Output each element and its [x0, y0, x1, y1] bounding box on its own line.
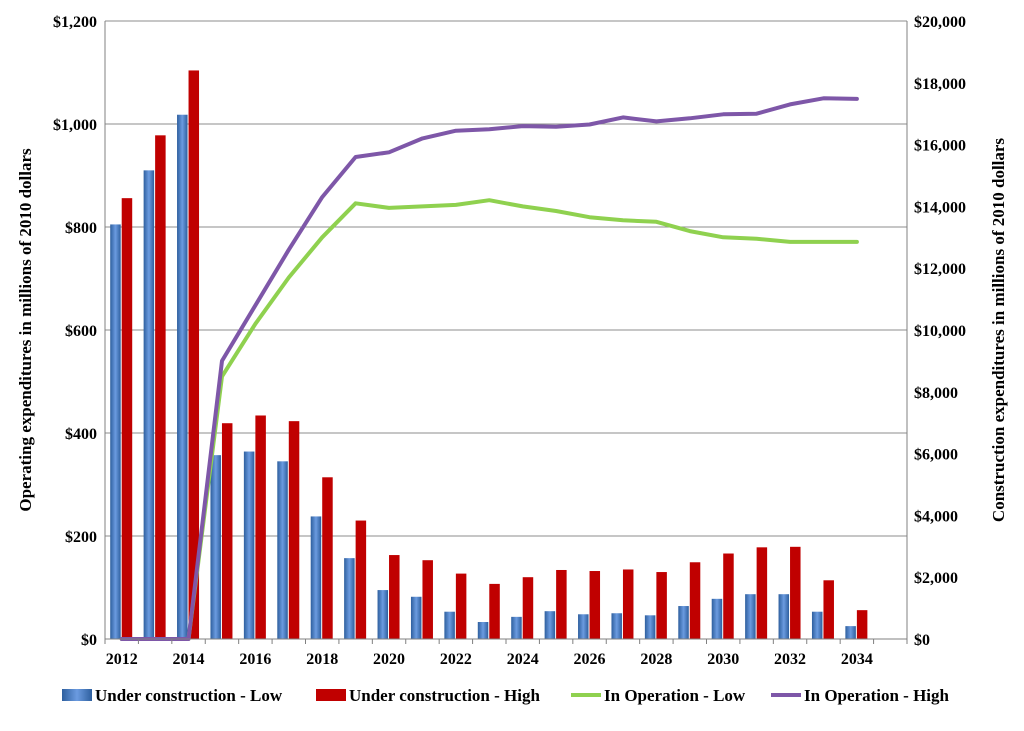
bar-under-construction-high [489, 583, 500, 639]
bar-under-construction-low [243, 451, 255, 639]
x-tick-label: 2012 [106, 651, 138, 668]
y-left-tick-label: $1,200 [53, 14, 97, 31]
bar-under-construction-low [477, 622, 489, 639]
bar-under-construction-high [155, 135, 166, 639]
bar-under-construction-low [377, 590, 389, 639]
legend-item: In Operation - Low [571, 686, 746, 705]
y-right-tick-label: $12,000 [914, 261, 966, 278]
bar-under-construction-low [845, 626, 856, 639]
y-right-tick-label: $6,000 [914, 447, 958, 464]
x-tick-label: 2018 [306, 651, 338, 668]
bar-under-construction-low [644, 615, 656, 639]
bar-under-construction-high [556, 569, 567, 639]
y-left-tick-label: $800 [65, 220, 97, 237]
bar-under-construction-high [823, 580, 834, 639]
tick-labels: $0 $200 $400 $600 $800 $1,000 $1,200 $0 $2,000 $4… [53, 14, 966, 668]
bar-under-construction-high [656, 572, 667, 639]
y-right-tick-label: $0 [914, 632, 930, 649]
legend-item: Under construction - High [316, 686, 540, 705]
y-right-tick-label: $16,000 [914, 138, 966, 155]
legend-item: Under construction - Low [62, 686, 283, 705]
line-in-operation-low [119, 198, 859, 641]
axes [104, 21, 908, 644]
x-tick-label: 2014 [173, 651, 205, 668]
bar-under-construction-high [622, 569, 634, 639]
y-right-tick-label: $14,000 [914, 199, 966, 216]
line-in-operation-high [119, 96, 859, 641]
bar-under-construction-low [210, 455, 221, 639]
bar-under-construction-low [678, 606, 689, 639]
legend-label: In Operation - High [804, 686, 950, 705]
bar-under-construction-low [544, 611, 556, 639]
bar-under-construction-high [389, 555, 400, 639]
y-left-tick-label: $200 [65, 529, 97, 546]
y-left-tick-label: $1,000 [53, 117, 97, 134]
bar-under-construction-low [177, 114, 188, 640]
bar-under-construction-high [188, 70, 200, 639]
y-right-axis-title: Construction expenditures in millions of… [989, 138, 1008, 522]
bar-under-construction-low [611, 613, 622, 639]
legend-item: In Operation - High [771, 686, 950, 705]
bar-under-construction-low [143, 170, 155, 639]
x-tick-label: 2016 [239, 651, 271, 668]
y-left-tick-label: $0 [81, 632, 97, 649]
bar-under-construction-high [422, 560, 433, 639]
bar-under-construction-high [221, 423, 233, 639]
bar-under-construction-high [756, 547, 768, 639]
legend-label: Under construction - Low [95, 686, 283, 705]
bar-under-construction-low [711, 598, 723, 639]
legend: Under construction - Low Under constructi… [62, 686, 950, 705]
bar-under-construction-high [322, 477, 333, 639]
y-right-tick-label: $10,000 [914, 323, 966, 340]
x-tick-label: 2034 [841, 651, 873, 668]
bar-under-construction-low [511, 616, 522, 639]
x-tick-label: 2022 [440, 651, 472, 668]
bar-under-construction-high [455, 573, 467, 639]
legend-label: Under construction - High [349, 686, 540, 705]
bar-under-construction-high [121, 198, 133, 639]
bar-under-construction-high [689, 562, 701, 639]
series-lines [119, 96, 859, 641]
bar-under-construction-low [410, 596, 422, 639]
bar-under-construction-low [344, 558, 355, 639]
x-tick-label: 2030 [707, 651, 739, 668]
x-tick-label: 2024 [507, 651, 539, 668]
bar-under-construction-high [723, 553, 734, 639]
bar-under-construction-low [745, 594, 756, 639]
bar-under-construction-low [444, 611, 455, 639]
legend-swatch [316, 689, 346, 701]
y-left-tick-label: $600 [65, 323, 97, 340]
bar-under-construction-high [522, 577, 534, 639]
bar-under-construction-low [811, 611, 823, 639]
bar-under-construction-low [310, 516, 322, 639]
bar-under-construction-high [355, 520, 367, 639]
y-left-tick-label: $400 [65, 426, 97, 443]
y-right-tick-label: $2,000 [914, 570, 958, 587]
bar-under-construction-low [110, 224, 121, 640]
legend-label: In Operation - Low [604, 686, 746, 705]
bar-under-construction-low [578, 614, 589, 639]
x-tick-label: 2028 [640, 651, 672, 668]
bar-under-construction-low [778, 594, 790, 639]
x-tick-label: 2026 [574, 651, 606, 668]
bar-under-construction-low [277, 461, 288, 639]
x-tick-label: 2020 [373, 651, 405, 668]
y-right-tick-label: $8,000 [914, 385, 958, 402]
bar-under-construction-high [856, 610, 868, 639]
bar-under-construction-high [589, 571, 601, 639]
y-right-tick-label: $20,000 [914, 14, 966, 31]
y-left-axis-title: Operating expenditures in millions of 20… [16, 148, 35, 512]
bar-under-construction-high [255, 415, 266, 639]
y-right-tick-label: $18,000 [914, 76, 966, 93]
x-tick-label: 2032 [774, 651, 806, 668]
bar-under-construction-high [790, 546, 801, 639]
y-right-tick-label: $4,000 [914, 508, 958, 525]
bar-under-construction-high [288, 421, 300, 639]
bars [110, 70, 868, 640]
legend-swatch [62, 689, 92, 701]
